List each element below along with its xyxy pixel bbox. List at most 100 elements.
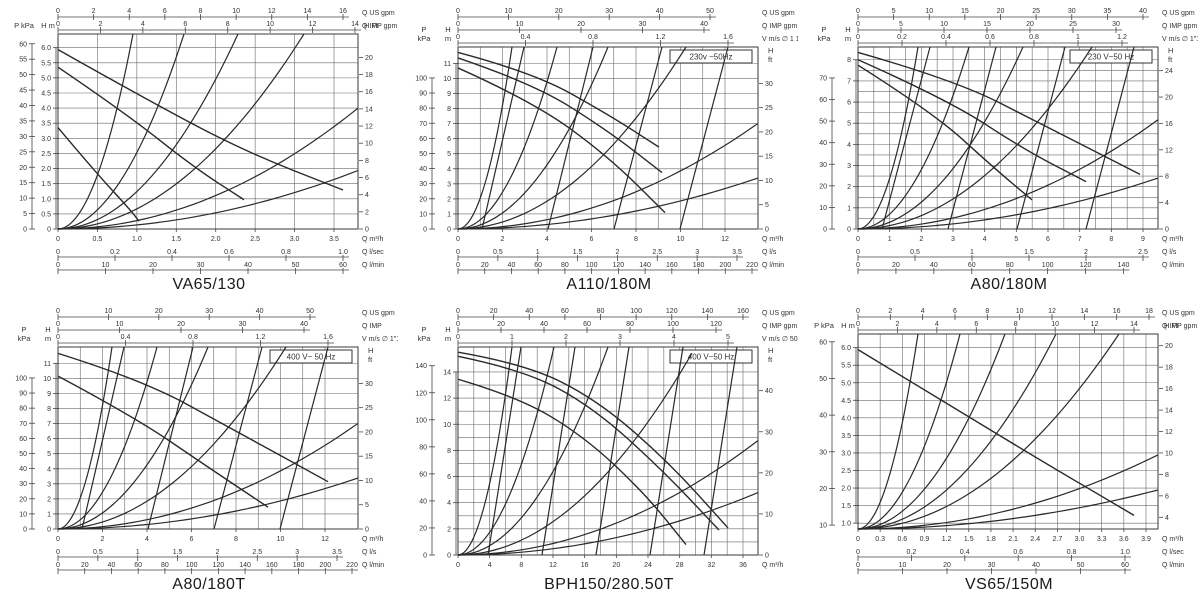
svg-text:10: 10 — [516, 21, 524, 28]
svg-text:Q IMP: Q IMP — [362, 323, 382, 330]
svg-text:0: 0 — [423, 227, 427, 234]
svg-text:400 V~ 50 Hz: 400 V~ 50 Hz — [287, 353, 336, 362]
svg-text:8: 8 — [1165, 472, 1169, 479]
svg-text:140: 140 — [239, 562, 251, 569]
svg-text:40: 40 — [1032, 562, 1040, 569]
svg-text:6: 6 — [163, 8, 167, 15]
svg-text:20: 20 — [365, 55, 373, 62]
svg-text:20: 20 — [19, 496, 27, 503]
svg-text:100: 100 — [667, 321, 679, 328]
svg-text:Q US gpm: Q US gpm — [362, 10, 395, 17]
svg-text:2: 2 — [215, 549, 219, 556]
svg-text:0: 0 — [56, 308, 60, 315]
svg-text:12: 12 — [268, 8, 276, 15]
svg-text:2: 2 — [847, 184, 851, 191]
svg-text:30: 30 — [205, 308, 213, 315]
svg-text:0: 0 — [456, 34, 460, 41]
chart-title: A80/180T — [172, 576, 246, 593]
svg-text:0: 0 — [456, 8, 460, 15]
svg-text:1.0: 1.0 — [1120, 549, 1130, 556]
svg-text:1.2: 1.2 — [256, 334, 266, 341]
svg-text:20: 20 — [765, 129, 773, 136]
svg-text:1.2: 1.2 — [1117, 34, 1127, 41]
svg-text:3.5: 3.5 — [329, 236, 339, 243]
svg-text:20: 20 — [177, 321, 185, 328]
chart-title: VA65/130 — [172, 276, 246, 293]
svg-text:3.0: 3.0 — [290, 236, 300, 243]
svg-text:30: 30 — [605, 8, 613, 15]
svg-text:1.0: 1.0 — [841, 521, 851, 528]
svg-text:80: 80 — [561, 262, 569, 269]
svg-text:30: 30 — [819, 162, 827, 169]
svg-text:4: 4 — [935, 321, 939, 328]
svg-text:1.5: 1.5 — [841, 503, 851, 510]
curves — [57, 346, 359, 530]
svg-text:1: 1 — [888, 236, 892, 243]
svg-text:kPa: kPa — [418, 334, 432, 343]
svg-text:16: 16 — [339, 8, 347, 15]
svg-text:2: 2 — [564, 334, 568, 341]
svg-text:16: 16 — [1113, 308, 1121, 315]
svg-text:60: 60 — [1121, 562, 1129, 569]
svg-text:220: 220 — [746, 262, 758, 269]
svg-text:Q IMP gpm: Q IMP gpm — [1162, 23, 1197, 30]
svg-text:200: 200 — [319, 562, 331, 569]
svg-text:2: 2 — [365, 209, 369, 216]
svg-text:20: 20 — [155, 308, 163, 315]
svg-text:H m: H m — [841, 321, 855, 330]
svg-text:V m/s ∅ 1"1/2: V m/s ∅ 1"1/2 — [1162, 36, 1198, 43]
svg-text:2: 2 — [47, 496, 51, 503]
svg-text:0: 0 — [56, 8, 60, 15]
svg-text:90: 90 — [19, 391, 27, 398]
svg-text:230 V~50 Hz: 230 V~50 Hz — [1088, 53, 1134, 62]
svg-text:0: 0 — [56, 536, 60, 543]
svg-text:3.5: 3.5 — [841, 433, 851, 440]
svg-text:0: 0 — [56, 249, 60, 256]
svg-text:2.5: 2.5 — [41, 151, 51, 158]
svg-text:5: 5 — [447, 151, 451, 158]
svg-text:25: 25 — [365, 405, 373, 412]
svg-text:200: 200 — [719, 262, 731, 269]
svg-text:2: 2 — [98, 21, 102, 28]
svg-text:10: 10 — [105, 308, 113, 315]
svg-text:0: 0 — [856, 249, 860, 256]
svg-text:20: 20 — [419, 196, 427, 203]
svg-text:Q US gpm: Q US gpm — [362, 310, 395, 317]
svg-text:25: 25 — [1069, 21, 1077, 28]
svg-text:5: 5 — [899, 21, 903, 28]
svg-text:2.4: 2.4 — [1030, 536, 1040, 543]
svg-text:6.0: 6.0 — [41, 45, 51, 52]
svg-text:2.0: 2.0 — [41, 166, 51, 173]
svg-text:40: 40 — [656, 8, 664, 15]
svg-text:18: 18 — [1145, 308, 1153, 315]
svg-text:28: 28 — [676, 562, 684, 569]
svg-text:0: 0 — [456, 562, 460, 569]
svg-text:2.0: 2.0 — [841, 486, 851, 493]
svg-text:10: 10 — [819, 523, 827, 530]
svg-text:0.4: 0.4 — [167, 249, 177, 256]
svg-text:160: 160 — [666, 262, 678, 269]
svg-text:0: 0 — [856, 536, 860, 543]
svg-text:H: H — [445, 325, 450, 334]
svg-text:0.8: 0.8 — [588, 34, 598, 41]
svg-text:70: 70 — [419, 121, 427, 128]
svg-text:0: 0 — [447, 227, 451, 234]
svg-text:kPa: kPa — [818, 34, 832, 43]
svg-text:0.2: 0.2 — [110, 249, 120, 256]
svg-text:1.2: 1.2 — [656, 34, 666, 41]
svg-text:3.5: 3.5 — [332, 549, 342, 556]
svg-text:8: 8 — [1109, 236, 1113, 243]
svg-text:10: 10 — [365, 141, 373, 148]
svg-text:12: 12 — [365, 124, 373, 131]
chart-cell-a80-180m: 0 5 10 15 20 25 30 35 40 Q US gpm 0 5 10 15 20 25 30 Q IM… — [800, 0, 1200, 300]
svg-text:5: 5 — [47, 451, 51, 458]
svg-text:35: 35 — [1103, 8, 1111, 15]
svg-text:Q US gpm: Q US gpm — [1162, 310, 1195, 317]
svg-text:8: 8 — [447, 106, 451, 113]
